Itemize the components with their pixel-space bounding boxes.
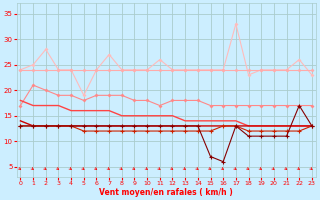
X-axis label: Vent moyen/en rafales ( km/h ): Vent moyen/en rafales ( km/h ) — [99, 188, 233, 197]
